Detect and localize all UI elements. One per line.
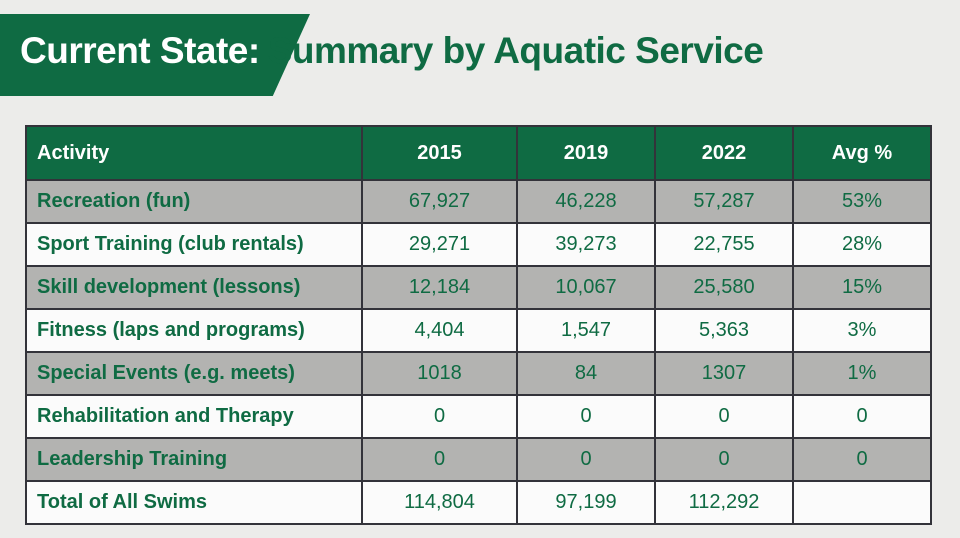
row-activity: Fitness (laps and programs): [25, 308, 363, 353]
table-row: Recreation (fun) 67,927 46,228 57,287 53…: [25, 179, 932, 224]
row-2015: 4,404: [361, 308, 518, 353]
table-row: Rehabilitation and Therapy 0 0 0 0: [25, 394, 932, 439]
row-avg: 28%: [792, 222, 932, 267]
title-prefix: Current State:: [20, 30, 260, 71]
table-header-row: Activity 2015 2019 2022 Avg %: [25, 125, 932, 181]
row-2019: 0: [516, 394, 656, 439]
row-2015: 0: [361, 437, 518, 482]
row-2015: 1018: [361, 351, 518, 396]
row-avg: 0: [792, 437, 932, 482]
row-activity: Skill development (lessons): [25, 265, 363, 310]
row-activity: Recreation (fun): [25, 179, 363, 224]
header-avg-percent: Avg %: [792, 125, 932, 181]
table-row: Sport Training (club rentals) 29,271 39,…: [25, 222, 932, 267]
row-activity: Total of All Swims: [25, 480, 363, 525]
row-2015: 29,271: [361, 222, 518, 267]
row-avg: 0: [792, 394, 932, 439]
row-2019: 10,067: [516, 265, 656, 310]
row-avg: [792, 480, 932, 525]
row-activity: Rehabilitation and Therapy: [25, 394, 363, 439]
row-avg: 15%: [792, 265, 932, 310]
header-2022: 2022: [654, 125, 794, 181]
row-avg: 3%: [792, 308, 932, 353]
table-row: Fitness (laps and programs) 4,404 1,547 …: [25, 308, 932, 353]
table-row: Special Events (e.g. meets) 1018 84 1307…: [25, 351, 932, 396]
summary-table: Activity 2015 2019 2022 Avg % Recreation…: [25, 125, 932, 525]
header-2019: 2019: [516, 125, 656, 181]
row-2015: 114,804: [361, 480, 518, 525]
row-activity: Leadership Training: [25, 437, 363, 482]
table-row-total: Total of All Swims 114,804 97,199 112,29…: [25, 480, 932, 525]
row-activity: Special Events (e.g. meets): [25, 351, 363, 396]
row-2022: 1307: [654, 351, 794, 396]
title-banner: [0, 14, 310, 96]
row-2022: 112,292: [654, 480, 794, 525]
row-2019: 97,199: [516, 480, 656, 525]
row-2019: 1,547: [516, 308, 656, 353]
header-2015: 2015: [361, 125, 518, 181]
row-2015: 12,184: [361, 265, 518, 310]
table-row: Leadership Training 0 0 0 0: [25, 437, 932, 482]
row-avg: 53%: [792, 179, 932, 224]
row-2022: 0: [654, 394, 794, 439]
row-2015: 0: [361, 394, 518, 439]
row-2022: 0: [654, 437, 794, 482]
row-2022: 25,580: [654, 265, 794, 310]
row-2015: 67,927: [361, 179, 518, 224]
header-activity: Activity: [25, 125, 363, 181]
row-2022: 5,363: [654, 308, 794, 353]
row-2022: 22,755: [654, 222, 794, 267]
row-avg: 1%: [792, 351, 932, 396]
title-main: Summary by Aquatic Service: [267, 30, 764, 71]
summary-table-container: Activity 2015 2019 2022 Avg % Recreation…: [25, 125, 932, 525]
row-2019: 39,273: [516, 222, 656, 267]
row-2019: 46,228: [516, 179, 656, 224]
row-activity: Sport Training (club rentals): [25, 222, 363, 267]
table-row: Skill development (lessons) 12,184 10,06…: [25, 265, 932, 310]
row-2019: 0: [516, 437, 656, 482]
slide-title: Current State: Summary by Aquatic Servic…: [20, 22, 764, 80]
row-2022: 57,287: [654, 179, 794, 224]
row-2019: 84: [516, 351, 656, 396]
